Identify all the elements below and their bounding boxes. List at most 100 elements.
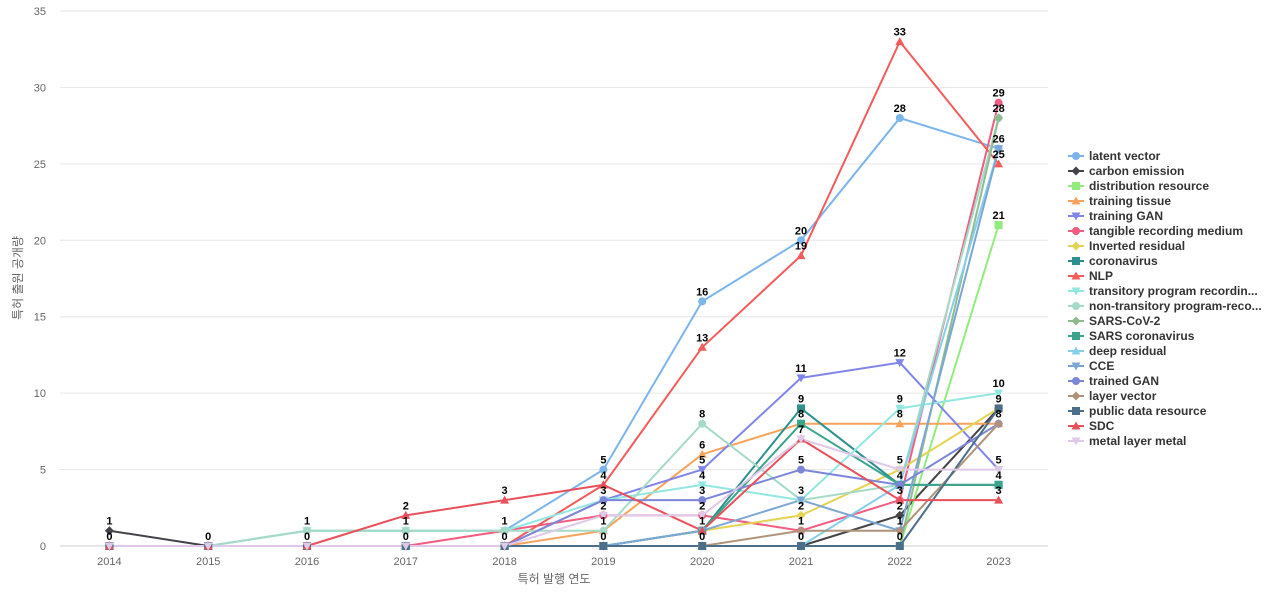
series-point — [796, 526, 806, 536]
data-label: 13 — [696, 332, 708, 344]
data-label: 1 — [304, 516, 310, 528]
legend-item[interactable]: CCE — [1068, 359, 1114, 373]
data-label: 9 — [798, 393, 804, 405]
x-axis-title: 특허 발행 연도 — [518, 571, 591, 586]
legend-item[interactable]: SDC — [1068, 419, 1115, 433]
legend-item[interactable]: non-transitory program-reco... — [1068, 299, 1262, 313]
data-label: 3 — [996, 485, 1002, 497]
series-point — [994, 389, 1004, 398]
series-point — [796, 510, 806, 520]
data-label: 4 — [600, 470, 607, 482]
data-label: 4 — [996, 470, 1003, 482]
y-tick-label: 35 — [34, 6, 46, 18]
data-label: 0 — [502, 531, 508, 543]
legend-item[interactable]: NLP — [1068, 269, 1113, 283]
series-point — [401, 526, 410, 535]
data-label: 3 — [699, 485, 705, 497]
y-tick-label: 20 — [34, 235, 46, 247]
y-tick-label: 5 — [40, 465, 46, 477]
series-point — [994, 159, 1004, 168]
legend-item[interactable]: training GAN — [1068, 209, 1163, 223]
legend-item[interactable]: tangible recording medium — [1068, 224, 1243, 238]
legend-item[interactable]: training tissue — [1068, 194, 1171, 208]
data-label: 3 — [502, 485, 508, 497]
y-tick-label: 30 — [34, 82, 46, 94]
legend-marker — [1072, 407, 1080, 415]
legend-marker — [1072, 332, 1080, 340]
series-point — [895, 480, 904, 489]
series-point — [796, 435, 806, 444]
data-label: 7 — [798, 424, 804, 436]
legend-marker — [1071, 362, 1081, 371]
series-point — [895, 37, 905, 46]
legend-label: metal layer metal — [1089, 434, 1186, 448]
data-label: 28 — [894, 103, 906, 115]
series-point — [697, 526, 707, 535]
legend-marker — [1071, 271, 1081, 280]
series-line — [109, 117, 999, 547]
legend-marker — [1071, 346, 1081, 355]
x-tick-label: 2019 — [591, 556, 615, 568]
series-point — [895, 542, 904, 550]
data-label: 0 — [106, 531, 112, 543]
legend-item[interactable]: deep residual — [1068, 344, 1166, 358]
series-point — [895, 359, 905, 368]
data-label: 2 — [403, 500, 409, 512]
legend-item[interactable]: carbon emission — [1068, 164, 1184, 178]
x-tick-label: 2023 — [986, 556, 1010, 568]
legend-item[interactable]: Inverted residual — [1068, 239, 1185, 253]
legend-item[interactable]: SARS-CoV-2 — [1068, 314, 1161, 328]
data-label: 8 — [897, 409, 903, 421]
data-label: 2 — [699, 500, 705, 512]
series-point — [104, 542, 114, 551]
legend-marker — [1071, 316, 1081, 326]
data-label: 1 — [897, 516, 903, 528]
series-point — [895, 526, 905, 536]
x-tick-label: 2018 — [492, 556, 516, 568]
series-point — [796, 496, 806, 505]
legend-marker — [1071, 391, 1081, 401]
data-label: 5 — [699, 455, 705, 467]
legend-marker — [1072, 257, 1080, 265]
series-point — [994, 98, 1003, 107]
series-point — [797, 404, 805, 413]
data-label: 5 — [798, 455, 804, 467]
legend-item[interactable]: trained GAN — [1068, 374, 1159, 388]
legend-marker — [1072, 302, 1080, 310]
legend-marker — [1071, 196, 1081, 205]
legend-item[interactable]: latent vector — [1068, 149, 1161, 163]
data-label: 0 — [798, 531, 804, 543]
series-point — [994, 145, 1004, 154]
legend-item[interactable]: layer vector — [1068, 389, 1157, 403]
legend-label: trained GAN — [1089, 374, 1159, 388]
y-axis-title: 특허 출원 공개량 — [11, 236, 25, 320]
x-axis-ticks: 2014 2015 2016 2017 2018 2019 2020 2021 2022 2023 — [97, 556, 1011, 568]
legend-marker — [1071, 241, 1081, 251]
series-point — [203, 542, 213, 551]
data-label: 0 — [699, 531, 705, 543]
legend-item[interactable]: public data resource — [1068, 404, 1207, 418]
y-tick-label: 0 — [40, 541, 46, 553]
series-point — [500, 526, 509, 535]
series-point — [895, 419, 905, 428]
legend-item[interactable]: transitory program recordin... — [1068, 284, 1258, 298]
legend-item[interactable]: metal layer metal — [1068, 434, 1186, 448]
series-line — [109, 117, 1000, 547]
series-point — [697, 342, 707, 351]
series-line — [109, 40, 1000, 547]
data-label: 19 — [795, 241, 807, 253]
series-point — [698, 419, 707, 428]
legend-item[interactable]: SARS coronavirus — [1068, 329, 1195, 343]
data-label: 1 — [699, 516, 705, 528]
series-point — [797, 236, 805, 245]
series-point — [599, 542, 608, 550]
x-tick-label: 2021 — [789, 556, 813, 568]
legend-label: deep residual — [1089, 344, 1166, 358]
data-label: 28 — [992, 103, 1004, 115]
data-label: 0 — [600, 531, 606, 543]
series-point — [303, 526, 311, 535]
data-label: 0 — [205, 531, 211, 543]
legend-item[interactable]: coronavirus — [1068, 254, 1158, 268]
legend-item[interactable]: distribution resource — [1068, 179, 1209, 193]
